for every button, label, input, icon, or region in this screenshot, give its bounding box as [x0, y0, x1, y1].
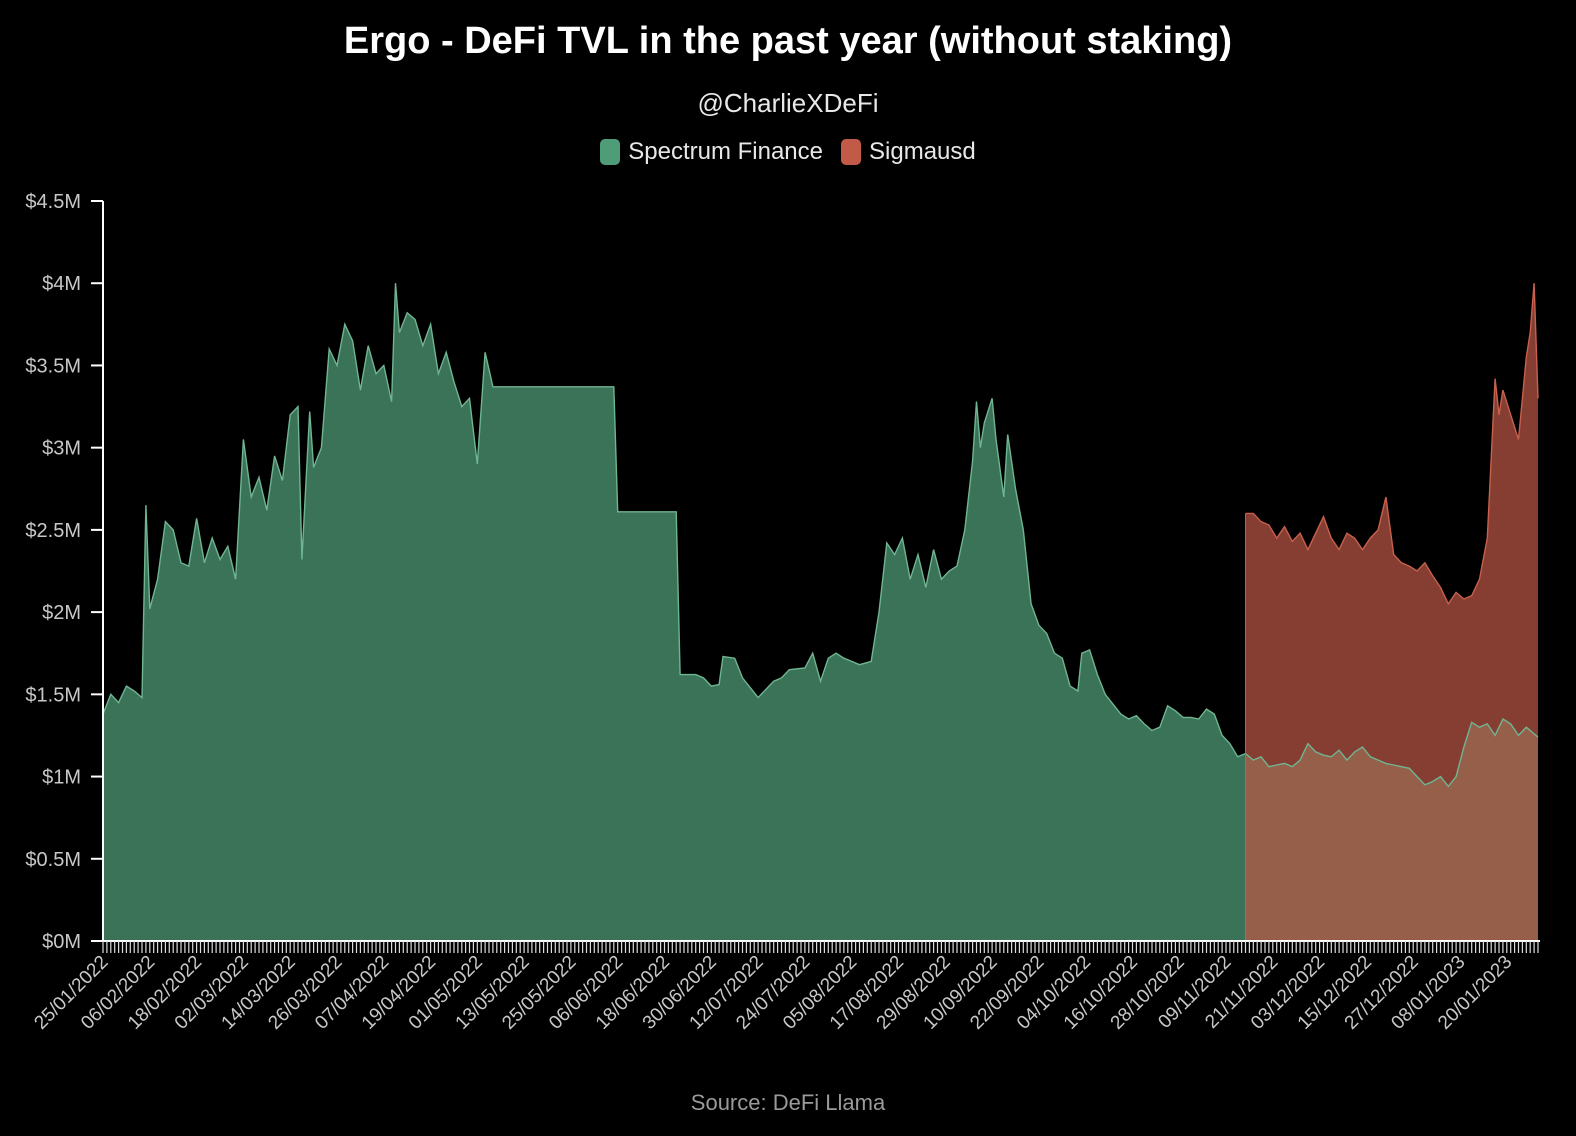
- y-tick-label: $0M: [42, 931, 81, 953]
- y-tick-label: $4.5M: [25, 191, 81, 213]
- legend-swatch-sigmausd: [841, 139, 862, 165]
- chart-title: Ergo - DeFi TVL in the past year (withou…: [343, 20, 1233, 62]
- line-spectrum-finance: [102, 283, 1539, 788]
- legend-item-spectrum-finance[interactable]: Spectrum Finance: [600, 138, 823, 166]
- y-tick-label: $2.5M: [25, 520, 81, 542]
- area-sigmausd: [1245, 283, 1538, 787]
- y-tick-label: $2M: [42, 602, 81, 624]
- y-tick-label: $3M: [42, 438, 81, 460]
- chart-subtitle: @CharlieXDeFi: [697, 88, 879, 118]
- y-tick-label: $4M: [42, 273, 81, 295]
- legend: Spectrum Finance Sigmausd: [0, 138, 1576, 166]
- legend-label-sigmausd: Sigmausd: [869, 138, 976, 165]
- x-minor-ticks: [102, 941, 1539, 953]
- y-tick-label: $1M: [42, 767, 81, 789]
- chart-source: Source: DeFi Llama: [690, 1090, 886, 1115]
- legend-swatch-spectrum-finance: [600, 139, 621, 165]
- y-tick-label: $3.5M: [25, 355, 81, 377]
- area-spectrum-finance: [103, 283, 1246, 941]
- y-tick-label: $1.5M: [25, 684, 81, 706]
- line-sigmausd: [1245, 283, 1539, 606]
- plot-area: [102, 283, 1539, 941]
- legend-label-spectrum-finance: Spectrum Finance: [628, 138, 824, 165]
- y-tick-label: $0.5M: [25, 849, 81, 871]
- legend-item-sigmausd[interactable]: Sigmausd: [841, 138, 976, 166]
- area-spectrum-finance-overlap: [1245, 719, 1538, 941]
